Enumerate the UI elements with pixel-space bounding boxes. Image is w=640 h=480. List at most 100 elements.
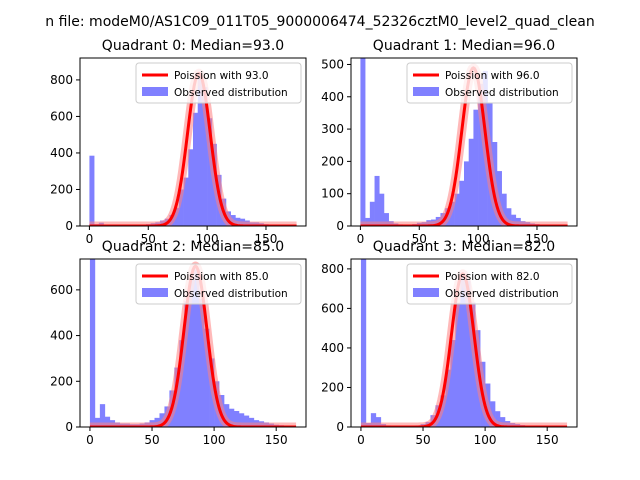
histogram-bar [495,411,501,427]
chart-panel-3: Quadrant 3: Median=82.0 0 50 100 150 0 200 400 6… [321,239,578,447]
histogram-bar [194,269,200,427]
x-tick-label: 50 [412,232,427,246]
histogram-bar [470,302,476,427]
legend-label-observed: Observed distribution [445,87,559,99]
histogram-bar [179,340,185,427]
histogram-bar [229,408,235,427]
histogram-bar [204,328,210,427]
histogram-bar [178,189,184,226]
figure-suptitle: n file: modeM0/AS1C09_011T05_9000006474_… [45,14,594,30]
chart-panel-0: Quadrant 0: Median=93.0 0 50 100 150 0 200 400 6… [50,38,307,246]
axes-frame [350,258,578,428]
legend: Poission with 85.0 Observed distribution [135,263,302,305]
panel-grid: Quadrant 0: Median=93.0 0 50 100 150 0 200 400 6… [50,38,578,447]
histogram-bar [360,58,366,226]
x-tick-label: 50 [141,232,156,246]
y-tick-label: 100 [321,187,344,201]
y-tick-label: 0 [336,420,344,434]
y-tick-label: 600 [321,301,344,315]
x-tick-label: 0 [357,232,365,246]
legend-box [406,263,573,305]
legend-bar-swatch [413,87,439,96]
legend-box [406,62,573,104]
legend-label-poisson: Poission with 96.0 [445,70,540,82]
histogram-bar [454,193,460,226]
legend-label-poisson: Poission with 93.0 [174,70,269,82]
chart-panel-2: Quadrant 2: Median=85.0 0 50 100 150 0 200 400 6… [50,239,307,447]
x-tick-label: 150 [255,232,278,246]
x-tick-label: 100 [196,232,219,246]
histogram-bar [360,259,367,427]
histogram-bar [370,413,377,427]
histogram-bar [506,208,512,226]
axes-frame [350,57,578,227]
legend: Poission with 96.0 Observed distribution [406,62,573,104]
histogram-bar [449,201,455,226]
histogram-bar [478,83,484,226]
histogram-bar [199,299,205,427]
histogram-bar [243,415,250,427]
histogram-bar [104,416,111,427]
y-tick-label: 300 [321,122,344,136]
legend-label-poisson: Poission with 85.0 [174,271,269,283]
axes-frame [79,258,307,428]
x-tick-label: 150 [526,232,549,246]
y-tick-label: 500 [321,57,344,71]
y-tick-label: 800 [50,73,73,87]
y-tick-label: 600 [50,283,73,297]
histogram-bar [468,138,474,226]
y-tick-label: 600 [50,109,73,123]
legend-label-observed: Observed distribution [174,87,288,99]
histogram-bar [188,149,194,226]
legend-box [135,62,302,104]
y-tick-label: 400 [50,146,73,160]
histogram-bar [193,112,199,226]
panel-title: Quadrant 2: Median=85.0 [102,239,284,255]
x-tick-label: 150 [536,433,559,447]
panel-title: Quadrant 0: Median=93.0 [102,38,284,54]
histogram-bar [233,411,240,427]
histogram-bar [450,340,456,427]
y-tick-label: 400 [321,341,344,355]
histogram-bar [455,302,461,427]
histogram-bar [189,278,195,427]
histogram-bar [445,369,451,427]
y-tick-label: 400 [321,90,344,104]
legend-bar-swatch [142,87,168,96]
y-tick-label: 200 [50,182,73,196]
histogram-bar [197,76,203,226]
histogram-bar [465,280,471,427]
legend-label-observed: Observed distribution [174,288,288,300]
x-tick-label: 50 [144,433,159,447]
histogram-bar [511,214,517,226]
histogram-bar [464,161,470,226]
legend: Poission with 93.0 Observed distribution [135,62,302,104]
histogram-bar [369,201,375,226]
y-tick-label: 0 [65,420,73,434]
histogram-bar [238,413,245,427]
x-tick-label: 0 [86,433,94,447]
histogram-bar [375,417,382,427]
legend: Poission with 82.0 Observed distribution [406,263,573,305]
histogram-bar [89,155,95,226]
histogram-bar [473,109,479,226]
histogram-bar [183,177,189,226]
histogram-bar [94,417,101,427]
panel-title: Quadrant 1: Median=96.0 [373,38,555,54]
histogram-bar [460,276,466,427]
panel-title: Quadrant 3: Median=82.0 [373,239,555,255]
histogram-bar [99,404,106,427]
legend-label-observed: Observed distribution [445,288,559,300]
histogram-bar [501,193,507,226]
y-tick-label: 200 [321,154,344,168]
legend-label-poisson: Poission with 82.0 [445,271,540,283]
poisson-curve [360,66,568,226]
axes-frame [79,57,307,227]
x-tick-label: 100 [203,433,226,447]
poisson-curve-group [357,63,571,226]
histogram-bar [379,193,385,226]
y-tick-label: 0 [65,219,73,233]
x-tick-label: 100 [467,232,490,246]
y-tick-label: 400 [50,329,73,343]
x-tick-label: 150 [265,433,288,447]
